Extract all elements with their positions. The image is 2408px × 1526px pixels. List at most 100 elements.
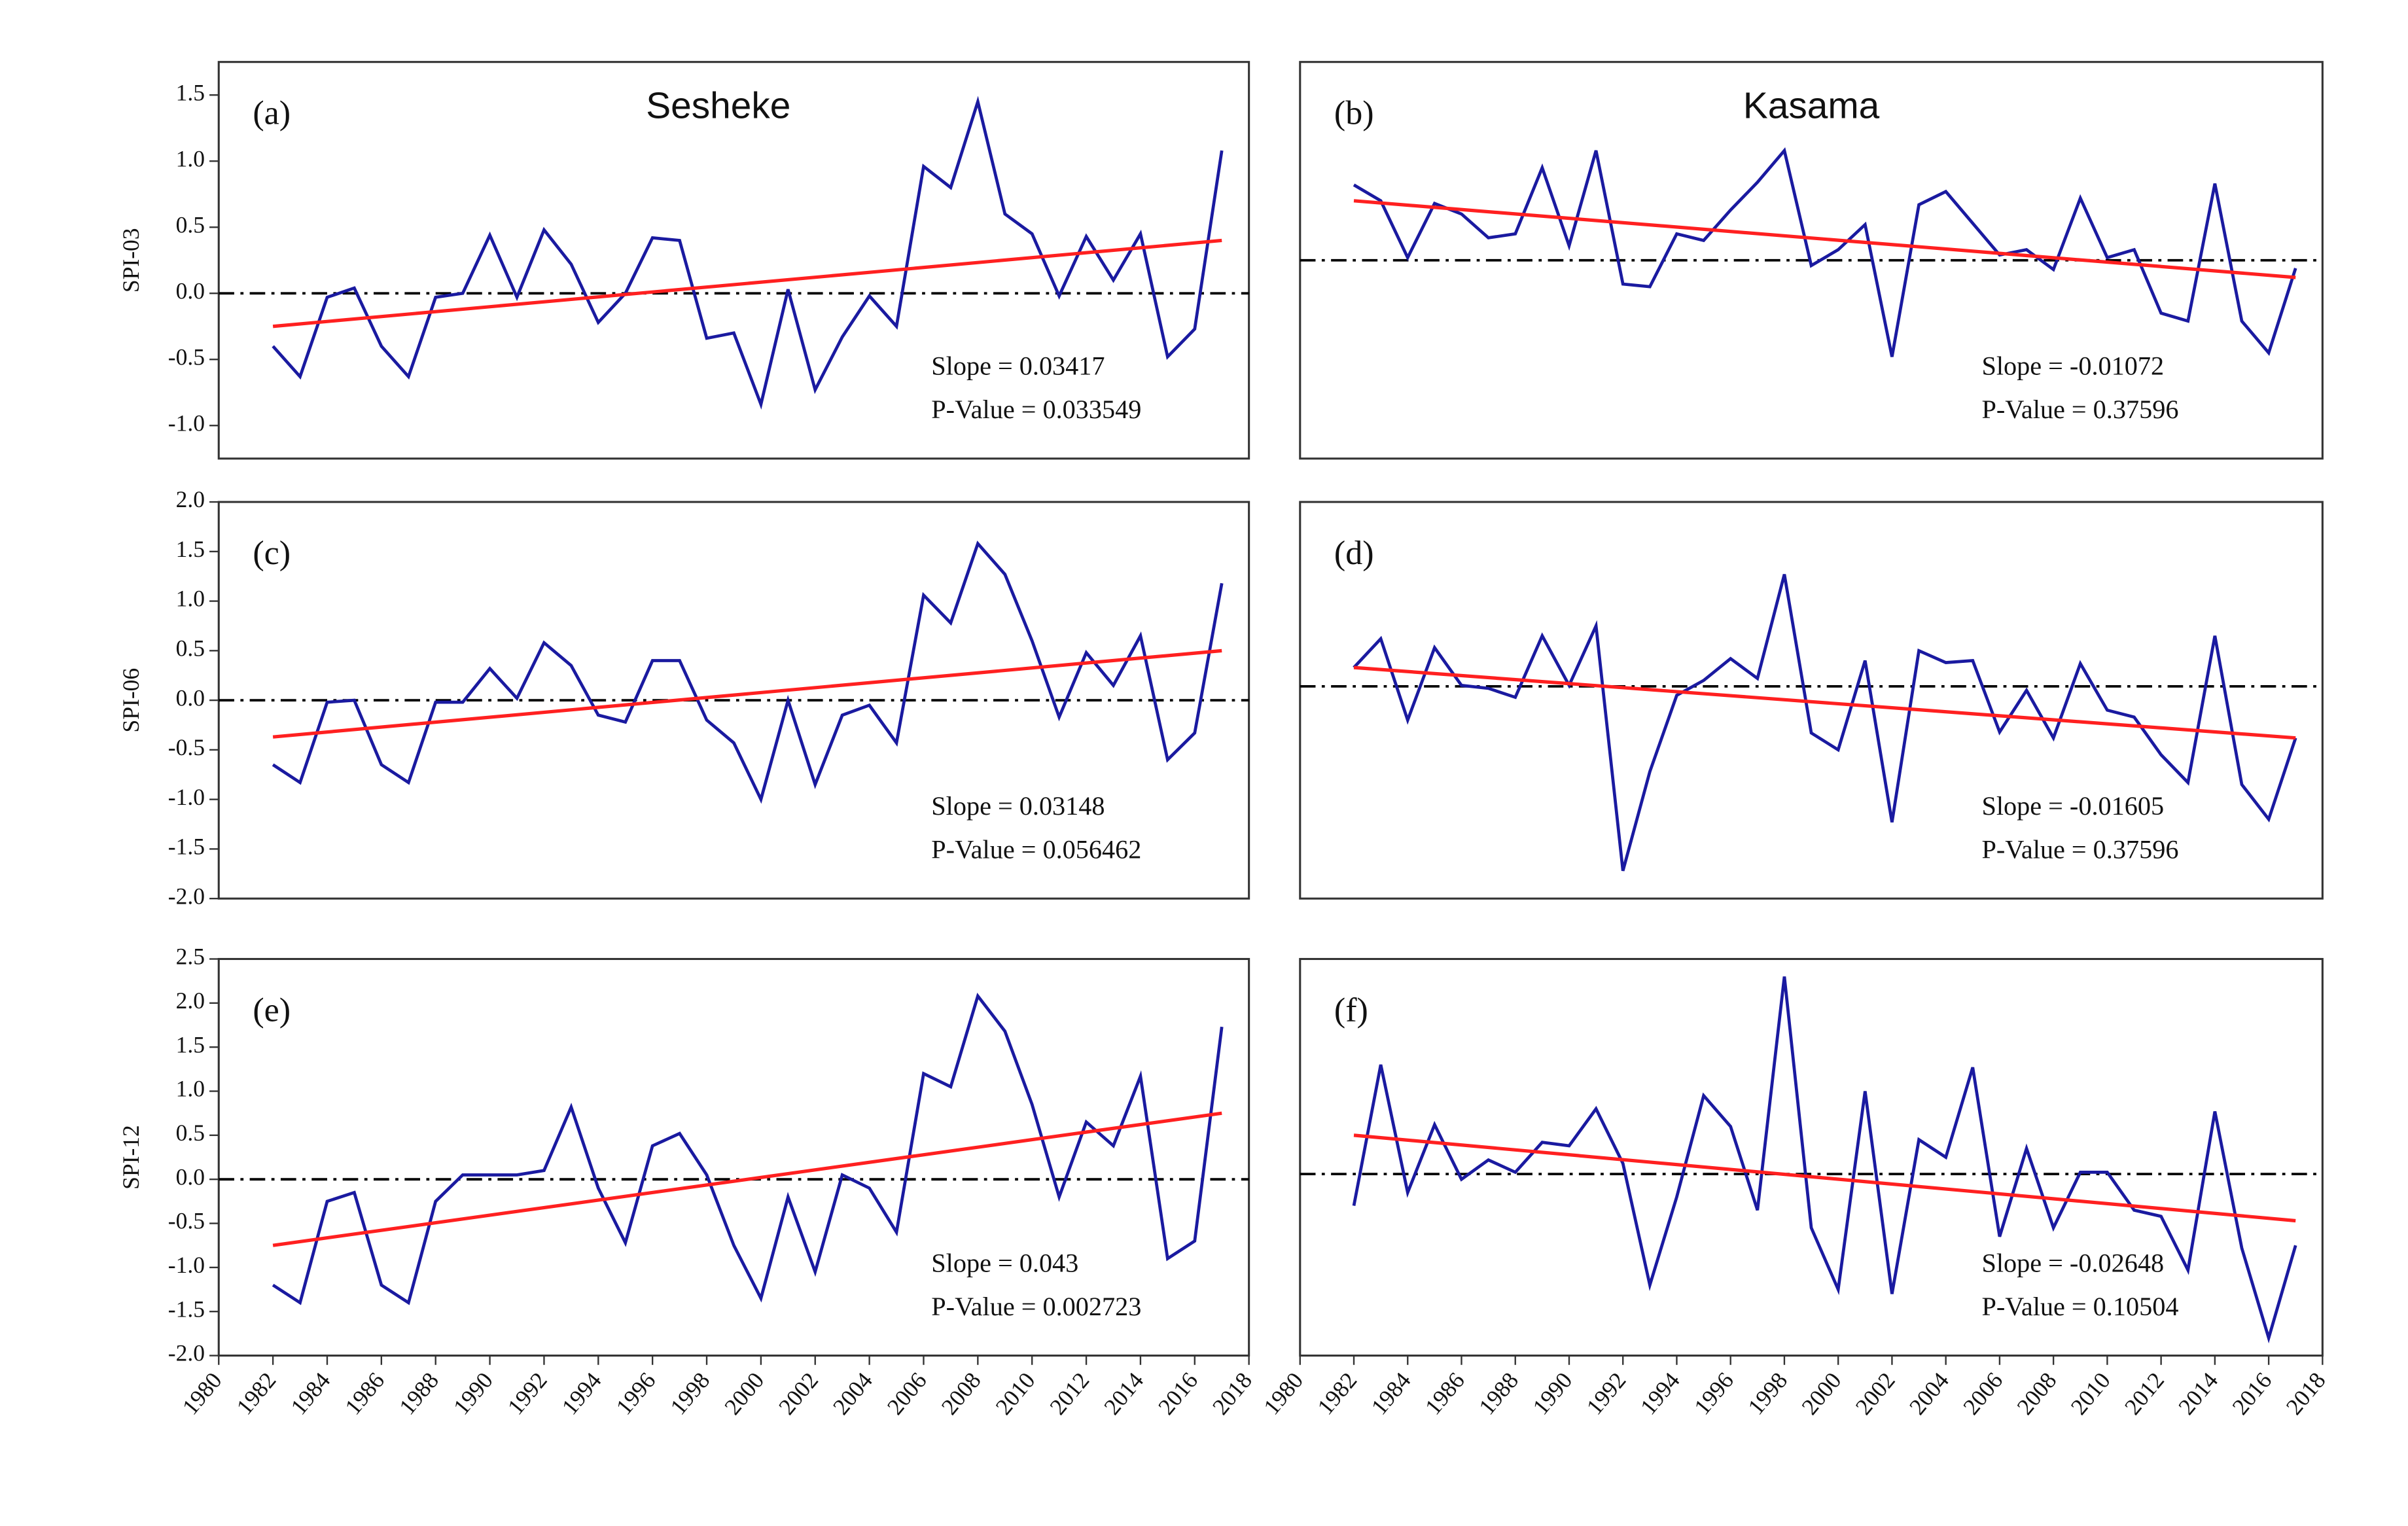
p-value-annotation: P-Value = 0.37596: [1981, 395, 2178, 424]
plot-frame: [1299, 501, 2324, 900]
slope-annotation: Slope = 0.03417: [931, 351, 1105, 381]
y-tick-label: 2.0: [176, 486, 205, 512]
x-tick-label: 1998: [665, 1367, 715, 1419]
plot-frame: [217, 61, 1250, 460]
slope-annotation: Slope = 0.043: [931, 1248, 1078, 1277]
spi-line: [272, 541, 1224, 804]
y-tick-label: -1.0: [168, 784, 205, 810]
x-tick-label: 2004: [828, 1367, 877, 1419]
slope-annotation: Slope = -0.01072: [1981, 351, 2164, 381]
x-tick-label: 2016: [2227, 1367, 2276, 1419]
y-tick-label: 2.0: [176, 987, 205, 1014]
x-tick-label: 2010: [2065, 1367, 2115, 1419]
x-tick-label: 1984: [285, 1367, 335, 1419]
slope-annotation: Slope = -0.02648: [1981, 1248, 2164, 1277]
spi-line: [1353, 147, 2297, 357]
y-tick-label: 1.5: [176, 79, 205, 105]
trend-line: [1353, 1133, 2296, 1223]
x-tick-label: 2000: [1796, 1367, 1846, 1419]
x-tick-label: 1988: [394, 1367, 444, 1419]
y-tick-label: -1.5: [168, 1296, 205, 1322]
panel-label: (c): [253, 535, 291, 572]
y-axis-label: SPI-12: [118, 1125, 144, 1190]
y-tick-label: 1.0: [176, 145, 205, 171]
x-tick-label: 2014: [1099, 1367, 1148, 1419]
trend-line: [272, 1111, 1222, 1247]
panel-title: Kasama: [1743, 86, 1880, 127]
y-tick-label: 1.5: [176, 536, 205, 562]
y-tick-label: -0.5: [168, 1208, 205, 1234]
y-tick-label: -0.5: [168, 734, 205, 760]
x-tick-label: 2018: [1207, 1367, 1257, 1419]
y-tick-label: 1.0: [176, 586, 205, 612]
x-tick-label: 2000: [719, 1367, 769, 1419]
y-tick-label: -2.0: [168, 1340, 205, 1366]
y-tick-label: 0.0: [176, 684, 205, 711]
x-tick-label: 1986: [1420, 1367, 1470, 1419]
y-tick-label: 0.0: [176, 1163, 205, 1190]
panel-label: (d): [1334, 535, 1374, 572]
x-tick-label: 1996: [611, 1367, 660, 1419]
x-tick-label: 1994: [556, 1367, 606, 1419]
p-value-annotation: P-Value = 0.002723: [931, 1292, 1141, 1321]
x-tick-label: 2008: [2011, 1367, 2061, 1419]
x-tick-label: 1980: [177, 1367, 226, 1419]
y-tick-label: -1.5: [168, 834, 205, 860]
trend-line: [1353, 665, 2296, 740]
y-tick-label: 0.5: [176, 635, 205, 662]
y-tick-label: -1.0: [168, 410, 205, 436]
x-tick-label: 2010: [990, 1367, 1040, 1419]
panel-title: Sesheke: [646, 86, 790, 127]
x-tick-label: 1986: [340, 1367, 389, 1419]
slope-annotation: Slope = 0.03148: [931, 791, 1105, 821]
x-tick-label: 2006: [1958, 1367, 2008, 1419]
panel-label: (e): [253, 991, 291, 1029]
x-tick-label: 2018: [2280, 1367, 2330, 1419]
x-tick-label: 2006: [882, 1367, 932, 1419]
x-tick-label: 2016: [1153, 1367, 1203, 1419]
p-value-annotation: P-Value = 0.10504: [1981, 1292, 2178, 1321]
slope-annotation: Slope = -0.01605: [1981, 791, 2164, 821]
spi-line: [272, 992, 1224, 1305]
y-tick-label: 2.5: [176, 944, 205, 970]
y-axis-label: SPI-03: [118, 228, 144, 293]
x-tick-label: 2014: [2173, 1367, 2223, 1419]
panel-label: (a): [253, 95, 291, 132]
y-tick-label: -1.0: [168, 1252, 205, 1278]
x-tick-label: 1998: [1743, 1367, 1792, 1419]
x-tick-label: 1984: [1366, 1367, 1415, 1419]
y-tick-label: -2.0: [168, 883, 205, 909]
trend-line: [1353, 199, 2296, 279]
x-tick-label: 2012: [1044, 1367, 1094, 1419]
panel-label: (f): [1334, 991, 1368, 1029]
x-tick-label: 1996: [1689, 1367, 1739, 1419]
x-tick-label: 2012: [2119, 1367, 2169, 1419]
p-value-annotation: P-Value = 0.37596: [1981, 834, 2178, 864]
x-tick-label: 2004: [1904, 1367, 1954, 1419]
spi-line: [1353, 574, 2297, 872]
trend-line: [272, 238, 1222, 328]
y-tick-label: 1.5: [176, 1031, 205, 1057]
y-axis-label: SPI-06: [118, 668, 144, 733]
x-tick-label: 1980: [1258, 1367, 1308, 1419]
x-tick-label: 1990: [448, 1367, 498, 1419]
x-tick-label: 2008: [936, 1367, 985, 1419]
y-tick-label: -0.5: [168, 344, 205, 370]
x-tick-label: 1990: [1527, 1367, 1577, 1419]
y-tick-label: 0.0: [176, 277, 205, 304]
x-tick-label: 2002: [1850, 1367, 1900, 1419]
x-tick-label: 1982: [1312, 1367, 1362, 1419]
spi-line: [1352, 976, 2297, 1344]
x-tick-label: 1982: [231, 1367, 281, 1419]
x-tick-label: 1992: [1581, 1367, 1631, 1419]
trend-line: [272, 648, 1222, 739]
plot-frame: [217, 957, 1250, 1357]
plot-frame: [1299, 957, 2324, 1357]
panel-label: (b): [1334, 95, 1374, 132]
x-tick-label: 1992: [503, 1367, 552, 1419]
x-tick-label: 1994: [1635, 1367, 1685, 1419]
x-tick-label: 2002: [773, 1367, 823, 1419]
p-value-annotation: P-Value = 0.033549: [931, 395, 1141, 424]
